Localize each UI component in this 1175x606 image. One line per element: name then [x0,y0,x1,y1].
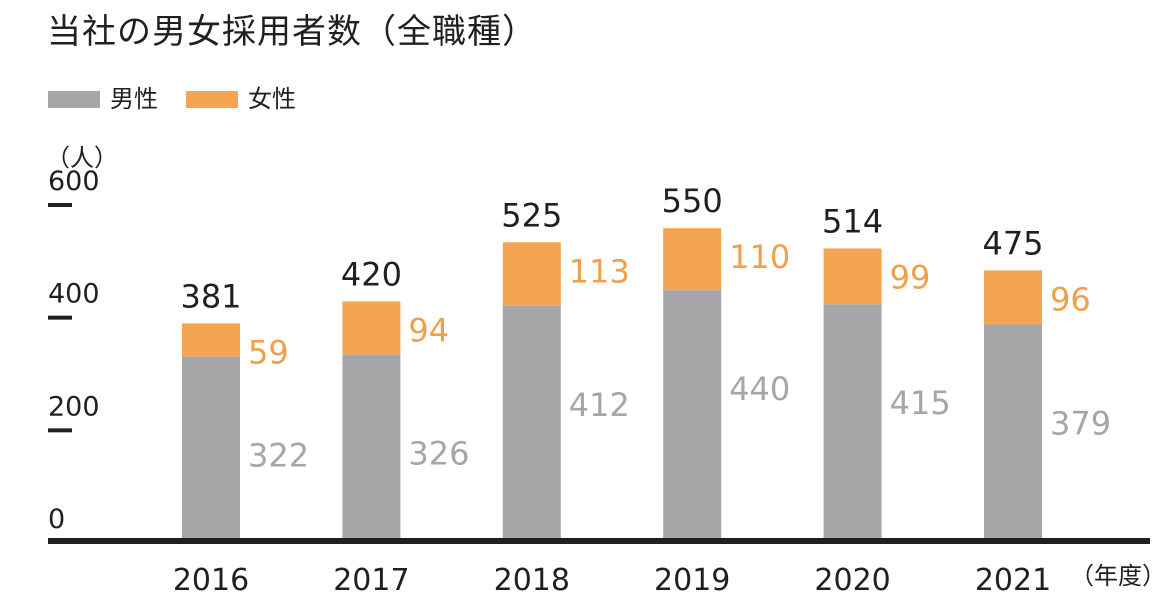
x-axis-labels: 2016 2017 2018 2019 2020 2021 [173,563,1051,598]
x-tick-label-2021: 2021 [975,563,1051,598]
bar-male-2016 [182,356,240,538]
x-tick-label-2019: 2019 [654,563,730,598]
x-tick-label-2016: 2016 [173,563,249,598]
y-tick-label-200: 200 [48,391,100,422]
bar-female-2021 [984,270,1042,325]
y-axis-ticks: 0 200 400 600 [48,166,100,535]
male-value-label-2016: 322 [248,437,309,475]
y-tick-mark-200 [48,428,72,433]
total-label-2019: 550 [662,182,723,220]
y-tick-label-0: 0 [48,504,65,535]
legend-label-male: 男性 [110,85,158,113]
total-label-2021: 475 [982,224,1043,262]
bar-male-2019 [663,290,722,538]
legend-swatch-female [186,90,238,108]
y-axis-label: （人） [46,144,118,172]
legend-label-female: 女性 [248,85,296,113]
y-tick-label-600: 600 [48,166,100,197]
male-value-label-2020: 415 [890,384,951,422]
bar-male-2017 [342,354,401,538]
bar-female-2016 [182,323,240,357]
bar-female-2020 [823,248,882,305]
bar-female-2019 [663,228,722,291]
x-tick-label-2017: 2017 [333,563,409,598]
female-value-label-2020: 99 [890,258,931,296]
male-value-label-2017: 326 [408,434,469,472]
female-value-label-2019: 110 [729,238,790,276]
bar-male-2018 [502,305,561,538]
x-axis-unit: （年度） [1070,562,1166,590]
bar-female-2017 [342,301,401,355]
y-tick-mark-400 [48,315,72,320]
x-tick-label-2018: 2018 [494,563,570,598]
bar-male-2020 [823,304,882,538]
y-tick-mark-600 [48,203,72,207]
total-label-2016: 381 [180,277,241,315]
total-label-2018: 525 [501,196,562,234]
y-tick-label-400: 400 [48,279,100,310]
bar-female-2018 [502,242,561,306]
total-label-2020: 514 [822,202,883,240]
female-value-label-2017: 94 [408,311,449,349]
x-tick-label-2020: 2020 [814,563,890,598]
female-value-label-2021: 96 [1050,280,1091,318]
female-value-label-2016: 59 [248,333,289,371]
female-value-label-2018: 113 [569,252,630,290]
legend: 男性 女性 [48,82,324,116]
total-label-2017: 420 [341,255,402,293]
male-value-label-2019: 440 [729,370,790,408]
male-value-label-2021: 379 [1050,404,1111,442]
legend-swatch-male [48,90,100,108]
legend-item-male: 男性 [48,84,158,114]
chart-title: 当社の男女採用者数（全職種） [47,12,537,52]
male-value-label-2018: 412 [569,386,630,424]
legend-item-female: 女性 [186,84,296,114]
bar-male-2021 [984,324,1042,538]
